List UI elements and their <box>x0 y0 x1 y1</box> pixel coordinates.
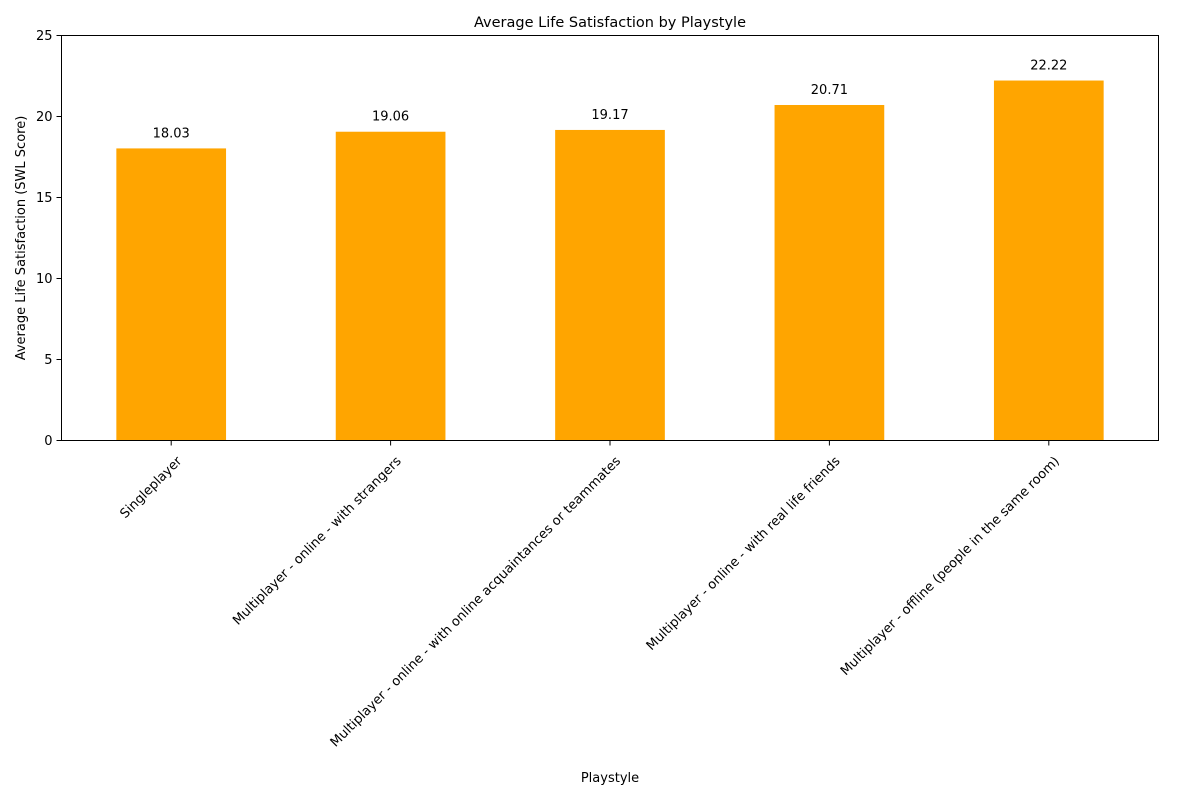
y-tick-label-2: 5 <box>44 353 52 368</box>
x-tick-label-1: Singleplayer <box>117 453 185 521</box>
value-labels-group: 18.03 19.06 19.17 20.71 22.22 <box>153 59 1068 142</box>
bar-5 <box>993 80 1104 441</box>
value-label-5: 22.22 <box>1030 59 1067 74</box>
y-axis-ticks: 0 5 10 15 20 25 <box>36 29 62 449</box>
y-tick-label-1: 0 <box>44 434 52 449</box>
value-label-2: 19.06 <box>372 110 409 125</box>
x-tick-label-5: Multiplayer - offline (people in the sam… <box>838 454 1063 679</box>
bar-3 <box>555 129 665 441</box>
value-label-4: 20.71 <box>811 83 848 98</box>
chart-title: Average Life Satisfaction by Playstyle <box>474 15 746 31</box>
bar-1 <box>116 148 227 441</box>
y-tick-label-3: 10 <box>36 272 53 287</box>
y-tick-label-4: 15 <box>36 191 53 206</box>
x-tick-label-3: Multiplayer - online - with online acqua… <box>328 454 625 751</box>
bars-group <box>116 80 1104 441</box>
y-tick-label-6: 25 <box>36 29 53 44</box>
x-axis-ticks: Singleplayer Multiplayer - online - with … <box>117 440 1063 751</box>
x-tick-label-2: Multiplayer - online - with strangers <box>230 454 405 629</box>
y-tick-label-5: 20 <box>36 110 53 125</box>
bar-2 <box>335 131 446 441</box>
bar-4 <box>774 104 885 441</box>
y-axis-label: Average Life Satisfaction (SWL Score) <box>14 116 29 361</box>
value-label-1: 18.03 <box>153 126 190 141</box>
x-axis-label: Playstyle <box>581 771 639 786</box>
x-tick-label-4: Multiplayer - online - with real life fr… <box>644 454 844 654</box>
value-label-3: 19.17 <box>591 108 628 123</box>
